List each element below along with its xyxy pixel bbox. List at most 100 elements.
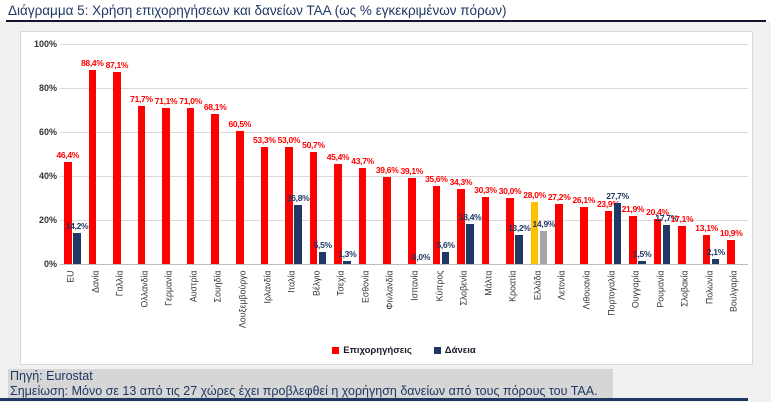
note-text: Σημείωση: Μόνο σε 13 από τις 27 χώρες έχ… — [10, 384, 598, 398]
category-label: Ελλάδα — [532, 270, 543, 300]
loans-value-label: 17,7% — [655, 213, 678, 224]
grants-value-label: 30,3% — [474, 185, 497, 196]
grants-bar — [162, 107, 170, 264]
y-axis-tick-label: 20% — [38, 215, 57, 225]
gridline-100% — [60, 44, 748, 45]
loans-swatch-icon — [433, 347, 441, 354]
category-label: Μάλτα — [483, 270, 494, 296]
grants-value-label: 23,9% — [597, 199, 620, 210]
gridline-80% — [60, 88, 748, 89]
loans-value-label: 26,8% — [286, 193, 310, 204]
grants-bar — [653, 219, 662, 264]
category-label: EU — [65, 270, 76, 283]
loans-bar — [539, 231, 548, 264]
grants-bar — [530, 202, 539, 264]
grants-value-label: 35,6% — [425, 173, 448, 184]
grants-value-label: 39,1% — [400, 165, 424, 176]
gridline-0% — [60, 264, 748, 265]
loans-bar — [73, 232, 81, 264]
loans-bar — [638, 260, 646, 264]
grants-value-label: 45,4% — [326, 152, 350, 163]
loans-bar — [515, 234, 523, 264]
source-note: Πηγή: Eurostat — [10, 369, 93, 383]
category-label: Κροατία — [507, 270, 518, 302]
grants-bar — [604, 211, 613, 264]
grants-bar — [334, 164, 342, 264]
legend-label-loans: Δάνεια — [444, 345, 476, 356]
legend-item-loans: Δάνεια — [433, 345, 476, 356]
page-title: Διάγραμμα 5: Χρήση επιχορηγήσεων και δαν… — [8, 3, 507, 18]
grants-bar — [432, 185, 441, 264]
gridline-20% — [60, 220, 748, 221]
grants-value-label: 46,4% — [56, 149, 80, 160]
chart-panel: 0% 20% 40% 60% 80% 100% 46,4% 14,2% EU 88,4% Δανία… — [20, 31, 753, 365]
loans-value-label: 14,2% — [65, 220, 89, 231]
category-label: Ιταλία — [286, 270, 297, 293]
loans-value-label: 2,1% — [706, 247, 725, 258]
grants-value-label: 17,1% — [670, 214, 694, 225]
gridline-60% — [60, 132, 748, 133]
grants-value-label: 60,5% — [228, 118, 252, 129]
category-label: Λετονία — [556, 270, 567, 300]
category-label: Γαλλία — [114, 270, 125, 296]
bottom-rule — [0, 398, 748, 401]
grants-bar — [580, 206, 588, 264]
title-underline — [6, 20, 766, 22]
category-label: Λιθουανία — [581, 270, 592, 309]
grants-bar — [629, 215, 637, 264]
category-label: Βουλγαρία — [728, 270, 739, 312]
grants-bar — [236, 130, 244, 264]
grants-bar — [383, 176, 391, 264]
grants-value-label: 53,3% — [253, 134, 276, 145]
category-label: Δανία — [90, 270, 101, 293]
grants-bar — [506, 198, 514, 264]
y-axis-tick-label: 80% — [38, 83, 57, 93]
grants-value-label: 26,1% — [572, 194, 596, 205]
loans-value-label: 27,7% — [606, 191, 629, 202]
y-axis-tick-label: 0% — [43, 259, 57, 269]
loans-value-label: 5,6% — [436, 239, 455, 250]
loans-value-label: 5,5% — [313, 239, 332, 250]
loans-bar — [294, 205, 302, 264]
category-label: Φινλανδία — [384, 270, 395, 310]
category-label: Κύπρος — [434, 270, 445, 301]
loans-bar — [441, 251, 450, 264]
grants-value-label: 27,2% — [547, 192, 571, 203]
grants-bar — [481, 197, 490, 264]
category-label: Πολωνία — [704, 270, 715, 304]
grants-bar — [113, 72, 121, 264]
category-label: Ιρλανδία — [262, 270, 273, 303]
category-label: Τσεχία — [335, 270, 346, 296]
grants-value-label: 71,1% — [154, 95, 178, 106]
grants-bar — [64, 161, 72, 264]
grants-value-label: 50,7% — [302, 140, 325, 151]
grants-value-label: 39,6% — [375, 164, 399, 175]
grants-value-label: 20,4% — [646, 207, 669, 218]
gridline-40% — [60, 176, 748, 177]
grants-value-label: 68,1% — [203, 102, 227, 113]
category-label: Ισπανία — [409, 270, 420, 301]
grants-bar — [260, 146, 269, 264]
category-label: Ολλανδία — [139, 270, 150, 307]
grants-value-label: 43,7% — [351, 155, 374, 166]
loans-value-label: 14,9% — [532, 219, 556, 230]
category-label: Βέλγιο — [311, 270, 322, 296]
grants-value-label: 21,9% — [621, 203, 645, 214]
y-axis-tick-label: 60% — [38, 127, 57, 137]
grants-value-label: 28,0% — [523, 190, 546, 201]
grants-bar — [186, 107, 195, 264]
grants-bar — [678, 226, 686, 264]
y-axis-tick-label: 40% — [38, 171, 57, 181]
grants-bar — [702, 235, 711, 264]
category-label: Γερμανία — [163, 270, 174, 306]
grants-value-label: 13,1% — [695, 223, 718, 234]
loans-bar — [466, 223, 474, 264]
y-axis-tick-label: 100% — [33, 39, 57, 49]
loans-bar — [318, 251, 327, 264]
category-label: Εσθονία — [360, 270, 371, 303]
chart-legend: Επιχορηγήσεις Δάνεια — [60, 345, 748, 356]
grants-value-label: 71,0% — [179, 95, 202, 106]
title-strip — [0, 0, 771, 21]
category-label: Ρουμανία — [655, 270, 666, 308]
loans-bar — [711, 259, 720, 264]
